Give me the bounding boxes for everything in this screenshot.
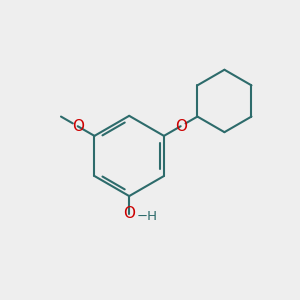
Text: O: O xyxy=(72,119,84,134)
Text: O: O xyxy=(123,206,135,221)
Text: −H: −H xyxy=(136,210,158,223)
Text: O: O xyxy=(175,119,187,134)
